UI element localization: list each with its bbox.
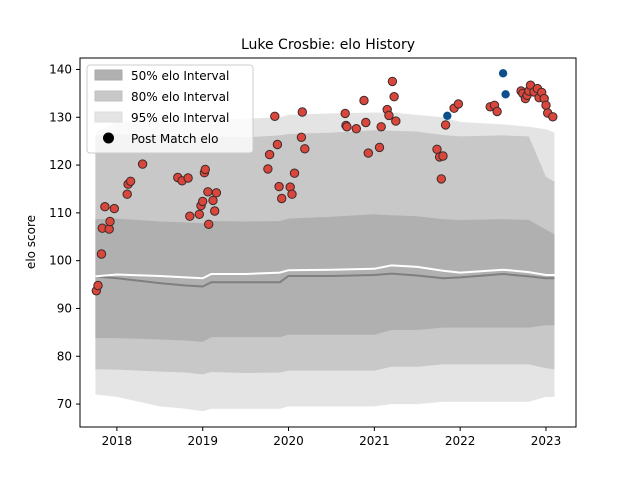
post-match-point [440,120,451,130]
post-match-point [376,122,386,132]
post-match-point [100,202,110,212]
post-match-point [274,181,284,192]
elo-lines [95,264,555,288]
post-match-point [200,164,211,175]
upcoming-point [498,69,508,78]
interval-bands [95,112,555,412]
y-tick-label: 110 [49,206,72,220]
upcoming-point [443,111,452,121]
post-match-point [109,203,120,214]
legend-swatch-80 [94,90,123,102]
x-tick-label: 2018 [102,434,133,448]
post-match-point [289,168,300,178]
legend-label-80: 80% elo Interval [131,90,229,104]
x-tick-label: 2021 [359,434,390,448]
post-match-point [204,219,214,230]
post-match-point [359,95,369,106]
post-match-point [297,107,307,117]
legend-marker-post-match [103,132,114,144]
post-match-point [300,144,310,154]
band-50 [95,214,555,342]
post-match-point [125,176,136,187]
x-tick-label: 2022 [445,434,476,448]
post-match-point [194,209,205,220]
x-tick-label: 2020 [273,434,304,448]
post-match-point [548,112,558,122]
mean-line [95,264,555,280]
post-match-point [264,149,275,160]
y-tick-label: 120 [49,158,72,172]
post-match-point [389,92,399,102]
y-tick-label: 100 [49,254,72,268]
post-match-point [361,117,371,128]
post-match-point [93,280,103,291]
median-line [95,272,555,288]
post-match-point [340,108,350,119]
post-match-points [91,69,558,296]
post-match-point [363,148,373,158]
post-match-point [210,206,220,216]
y-tick-label: 90 [57,301,72,315]
legend-label-50: 50% elo Interval [131,69,229,83]
y-tick-label: 140 [49,62,72,76]
x-tick-label: 2023 [531,434,562,448]
post-match-point [492,106,502,117]
y-tick-label: 70 [57,397,72,411]
post-match-point [296,132,307,143]
post-match-point [105,216,115,227]
post-match-point [270,111,280,122]
post-match-point [541,100,551,111]
legend-label-95: 95% elo Interval [131,111,229,125]
post-match-point [183,173,193,183]
post-match-point [122,189,132,199]
post-match-point [436,174,446,184]
y-tick-label: 130 [49,110,72,124]
legend-label-post-match: Post Match elo [131,132,218,146]
chart-title: Luke Crosbie: elo History [241,37,415,53]
post-match-point [198,196,208,207]
y-tick-label: 80 [57,349,72,363]
legend: 50% elo Interval 80% elo Interval 95% el… [86,64,254,154]
post-match-point [272,139,283,150]
plot-frame [79,57,577,428]
post-match-point [387,76,398,87]
post-match-point [438,151,448,161]
post-match-point [203,187,213,197]
post-match-point [104,224,114,234]
legend-frame [86,64,254,154]
post-match-point [391,116,401,126]
legend-swatch-50 [94,69,123,81]
post-match-point [351,124,361,134]
post-match-point [342,122,352,132]
post-match-point [185,211,195,221]
post-match-point [208,195,218,206]
post-match-point [384,110,394,121]
y-axis: 70 80 90 100 110 120 130 140 [49,62,80,411]
post-match-point [374,142,385,153]
legend-swatch-95 [94,111,123,123]
post-match-point [277,193,287,204]
post-match-point [137,159,148,169]
x-tick-label: 2019 [187,434,218,448]
post-match-point [287,189,297,199]
y-axis-label: elo score [24,215,38,269]
post-match-point [211,188,222,198]
post-match-point [453,99,464,109]
post-match-point [263,164,273,174]
post-match-point [96,249,107,259]
x-axis: 2018 2019 2020 2021 2022 2023 [102,427,562,448]
upcoming-point [501,90,510,99]
